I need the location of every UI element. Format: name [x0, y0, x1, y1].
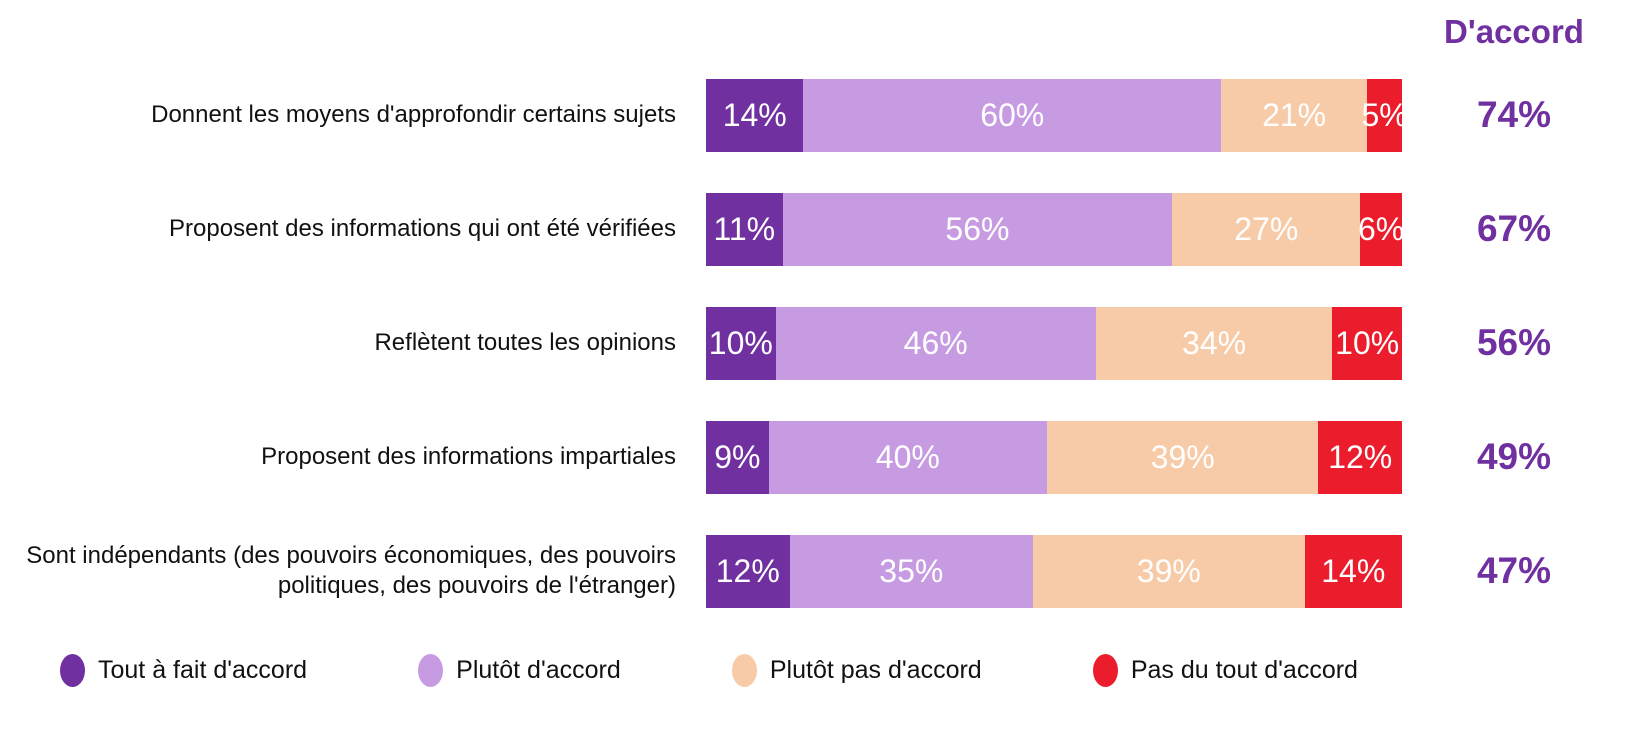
bar-segment: 14% [1304, 534, 1402, 608]
segment-value-label: 27% [1234, 210, 1299, 247]
legend-label: Tout à fait d'accord [98, 656, 308, 684]
agree-total-value: 47% [1476, 550, 1552, 591]
bar-segment: 39% [1047, 420, 1319, 494]
segment-value-label: 12% [715, 552, 780, 589]
bar-segment: 9% [706, 420, 769, 494]
bar-segment: 34% [1095, 306, 1333, 380]
legend-item: Plutôt d'accord [418, 654, 621, 687]
chart-row: Reflètent toutes les opinions 10% 46% 34% 10… [0, 286, 1626, 400]
chart-legend: Tout à fait d'accord Plutôt d'accord Plutô… [60, 654, 1358, 687]
legend-item: Pas du tout d'accord [1092, 654, 1358, 687]
segment-value-label: 10% [708, 324, 773, 361]
segment-value-label: 21% [1262, 96, 1327, 133]
legend-dot-icon [418, 654, 444, 687]
chart-row: Sont indépendants (des pouvoirs économiq… [0, 514, 1626, 628]
segment-value-label: 14% [722, 96, 787, 133]
bar-segment: 10% [1332, 306, 1402, 380]
segment-value-label: 60% [980, 96, 1045, 133]
segment-value-label: 39% [1136, 552, 1201, 589]
bar-segment: 6% [1357, 192, 1405, 266]
legend-label: Pas du tout d'accord [1130, 656, 1358, 684]
bar-segment: 27% [1172, 192, 1361, 266]
chart-row: Donnent les moyens d'approfondir certain… [0, 58, 1626, 172]
chart-row: Proposent des informations impartiales 9%… [0, 400, 1626, 514]
bar-track: 9% 40% 39% 12% [706, 420, 1402, 494]
chart-header-row: D'accord [0, 0, 1626, 58]
bar-track: 11% 56% 27% 6% [706, 192, 1405, 266]
row-label: Donnent les moyens d'approfondir certain… [151, 101, 676, 128]
bar-track: 12% 35% 39% 14% [706, 534, 1402, 608]
row-label: Reflètent toutes les opinions [374, 329, 676, 356]
legend-label: Plutôt pas d'accord [769, 656, 982, 684]
segment-value-label: 46% [903, 324, 968, 361]
segment-value-label: 9% [714, 438, 761, 475]
bar-segment: 14% [706, 78, 804, 152]
segment-value-label: 6% [1357, 210, 1405, 247]
agree-total-value: 67% [1476, 208, 1552, 249]
agree-total-value: 74% [1476, 94, 1552, 135]
segment-value-label: 40% [875, 438, 940, 475]
bar-segment: 12% [1318, 420, 1402, 494]
agree-total-value: 56% [1476, 322, 1552, 363]
legend-dot-icon [731, 654, 757, 687]
bar-segment: 60% [803, 78, 1222, 152]
legend-dot-icon [1092, 654, 1118, 687]
segment-value-label: 10% [1335, 324, 1400, 361]
agree-column-header: D'accord [1444, 13, 1584, 50]
chart-row: Proposent des informations qui ont été v… [0, 172, 1626, 286]
bar-track: 10% 46% 34% 10% [706, 306, 1402, 380]
segment-value-label: 34% [1182, 324, 1247, 361]
chart-rows: Donnent les moyens d'approfondir certain… [0, 58, 1626, 628]
agree-total-value: 49% [1476, 436, 1552, 477]
segment-value-label: 5% [1361, 96, 1408, 133]
legend-dot-icon [60, 654, 85, 687]
bar-segment: 40% [768, 420, 1048, 494]
row-label: Proposent des informations impartiales [261, 443, 676, 470]
bar-segment: 11% [706, 192, 783, 266]
segment-value-label: 39% [1150, 438, 1215, 475]
bar-segment: 10% [706, 306, 776, 380]
segment-value-label: 35% [879, 552, 944, 589]
bar-segment: 12% [706, 534, 790, 608]
segment-value-label: 12% [1328, 438, 1393, 475]
row-label: Proposent des informations qui ont été v… [169, 215, 676, 242]
legend-item: Tout à fait d'accord [60, 654, 307, 687]
bar-segment: 5% [1361, 78, 1408, 152]
segment-value-label: 56% [945, 210, 1010, 247]
bar-segment: 35% [789, 534, 1034, 608]
bar-segment: 56% [782, 192, 1173, 266]
bar-track: 14% 60% 21% 5% [706, 78, 1408, 152]
segment-value-label: 11% [713, 210, 776, 247]
row-label: Sont indépendants (des pouvoirs économiq… [26, 542, 676, 599]
legend-label: Plutôt d'accord [456, 656, 621, 684]
bar-segment: 46% [775, 306, 1096, 380]
bar-segment: 21% [1221, 78, 1368, 152]
segment-value-label: 14% [1321, 552, 1386, 589]
bar-segment: 39% [1033, 534, 1305, 608]
legend-item: Plutôt pas d'accord [731, 654, 982, 687]
